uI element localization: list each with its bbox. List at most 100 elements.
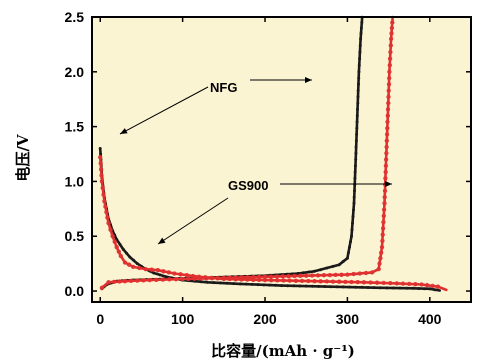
data-point bbox=[368, 280, 373, 285]
data-point bbox=[98, 147, 102, 150]
data-point bbox=[379, 245, 385, 250]
data-point bbox=[354, 151, 358, 155]
data-point bbox=[382, 194, 387, 200]
data-point bbox=[245, 275, 250, 280]
data-point bbox=[386, 100, 391, 106]
data-point bbox=[359, 37, 363, 41]
data-point bbox=[380, 238, 385, 244]
data-point bbox=[345, 256, 349, 260]
data-point bbox=[321, 273, 327, 278]
data-point bbox=[330, 279, 336, 284]
data-point bbox=[256, 274, 262, 280]
annotation-arrow-head bbox=[158, 237, 166, 244]
data-point bbox=[121, 247, 125, 251]
y-tick-label: 1.0 bbox=[65, 173, 85, 189]
data-point bbox=[358, 50, 362, 54]
data-point bbox=[357, 70, 361, 74]
data-point bbox=[103, 204, 108, 209]
series-1 bbox=[98, 15, 448, 292]
data-point bbox=[147, 277, 152, 283]
data-point bbox=[337, 263, 341, 267]
data-point bbox=[219, 281, 222, 285]
data-point bbox=[286, 284, 290, 288]
data-point bbox=[114, 245, 119, 250]
data-point bbox=[128, 255, 132, 259]
data-point bbox=[275, 278, 280, 283]
data-point bbox=[161, 269, 166, 274]
data-point bbox=[244, 282, 248, 286]
data-point bbox=[298, 273, 303, 278]
data-point bbox=[262, 283, 266, 287]
data-point bbox=[378, 256, 383, 261]
data-point bbox=[99, 152, 103, 156]
plot-area bbox=[92, 17, 471, 302]
data-point bbox=[385, 107, 391, 112]
data-layer bbox=[98, 15, 448, 292]
data-point bbox=[132, 258, 136, 262]
series-1-charge bbox=[99, 15, 395, 290]
data-point bbox=[351, 215, 355, 218]
annotation-arrow-head bbox=[120, 128, 128, 134]
data-point bbox=[199, 280, 203, 284]
data-point bbox=[356, 95, 360, 99]
data-point bbox=[98, 161, 103, 166]
data-point bbox=[293, 278, 299, 283]
data-point bbox=[356, 101, 360, 105]
data-point bbox=[337, 279, 342, 284]
data-point bbox=[323, 285, 327, 288]
y-axis-title: 电压/V bbox=[14, 134, 32, 181]
y-tick-label: 0.5 bbox=[65, 228, 85, 244]
data-point bbox=[389, 25, 395, 31]
data-point bbox=[349, 240, 352, 244]
data-point bbox=[99, 285, 105, 290]
data-point bbox=[428, 287, 432, 291]
data-point bbox=[274, 274, 279, 279]
data-point bbox=[173, 277, 179, 282]
data-point bbox=[349, 279, 354, 285]
data-point bbox=[381, 213, 386, 219]
data-point bbox=[356, 107, 359, 111]
data-point bbox=[389, 31, 394, 36]
data-point bbox=[256, 283, 260, 287]
data-point bbox=[357, 76, 361, 80]
data-point bbox=[354, 139, 358, 143]
y-tick-label: 2.0 bbox=[65, 64, 85, 80]
data-point bbox=[313, 269, 316, 273]
data-point bbox=[358, 57, 362, 61]
data-point bbox=[102, 199, 107, 204]
data-point bbox=[122, 279, 128, 284]
data-point bbox=[386, 82, 392, 87]
data-point bbox=[319, 268, 323, 272]
data-point bbox=[381, 280, 386, 286]
data-point bbox=[388, 36, 394, 42]
data-point bbox=[268, 283, 272, 287]
data-point bbox=[388, 280, 393, 286]
data-point bbox=[238, 282, 242, 286]
data-point bbox=[356, 89, 360, 93]
data-point bbox=[355, 120, 359, 124]
data-point bbox=[351, 271, 356, 277]
data-point bbox=[383, 163, 389, 168]
data-point bbox=[348, 285, 351, 289]
data-point bbox=[352, 195, 356, 199]
data-point bbox=[394, 281, 399, 286]
data-point bbox=[112, 239, 117, 244]
data-point bbox=[374, 280, 380, 285]
data-point bbox=[352, 201, 356, 205]
y-tick-label: 1.5 bbox=[65, 119, 85, 135]
data-point bbox=[274, 283, 278, 287]
data-point bbox=[310, 284, 314, 288]
data-point bbox=[377, 261, 382, 266]
data-point bbox=[118, 243, 122, 246]
data-point bbox=[100, 185, 105, 191]
data-point bbox=[292, 284, 296, 288]
data-point bbox=[212, 281, 216, 285]
data-point bbox=[233, 275, 238, 280]
data-point bbox=[388, 43, 393, 48]
y-tick-label: 0.0 bbox=[65, 283, 85, 299]
plot-border bbox=[91, 16, 472, 303]
data-point bbox=[424, 283, 430, 288]
data-point bbox=[135, 262, 139, 266]
data-point bbox=[292, 273, 297, 279]
